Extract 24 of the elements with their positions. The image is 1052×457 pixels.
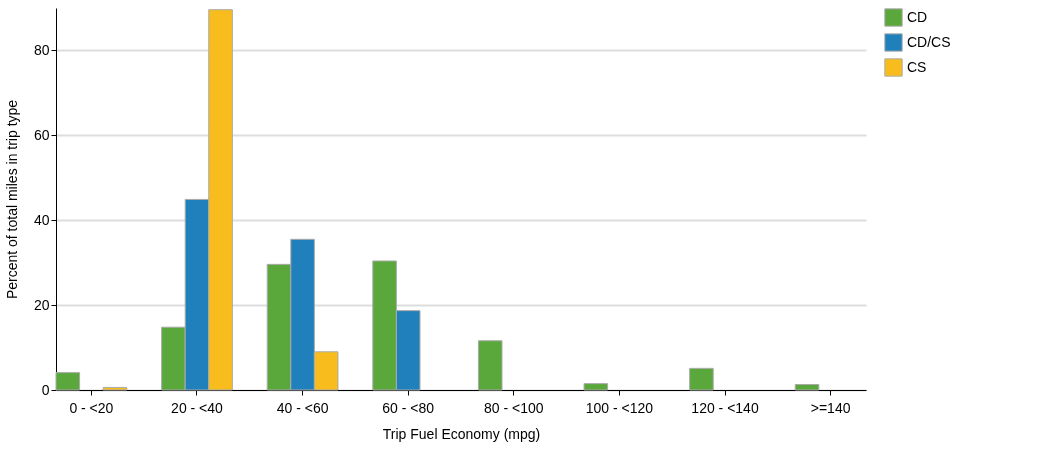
- y-tick-label: 80: [33, 41, 50, 58]
- x-tick-label: 20 - <40: [171, 399, 224, 416]
- x-tick-label: 60 - <80: [382, 399, 435, 416]
- y-tick-label: 20: [33, 296, 50, 313]
- x-tick-label: 100 - <120: [585, 399, 654, 416]
- y-axis-title: Percent of total miles in trip type: [3, 99, 20, 300]
- legend-label: CD: [907, 8, 928, 25]
- x-tick-label: 80 - <100: [484, 399, 544, 416]
- y-tick-label: 0: [41, 381, 50, 398]
- y-tick-label: 60: [33, 126, 50, 143]
- bar: [477, 340, 503, 391]
- bar: [794, 383, 820, 391]
- x-axis-title: Trip Fuel Economy (mpg): [382, 425, 541, 442]
- x-tick-label: >=140: [810, 399, 851, 416]
- bar: [55, 372, 81, 391]
- bar: [689, 367, 714, 391]
- legend-label: CD/CS: [907, 33, 951, 50]
- y-tick-label: 40: [33, 211, 50, 228]
- bar: [102, 386, 128, 391]
- legend-label: CS: [907, 58, 927, 75]
- x-tick-label: 40 - <60: [276, 399, 329, 416]
- x-tick-label: 0 - <20: [69, 399, 114, 416]
- bar: [583, 383, 609, 391]
- x-tick-label: 120 - <140: [691, 399, 759, 416]
